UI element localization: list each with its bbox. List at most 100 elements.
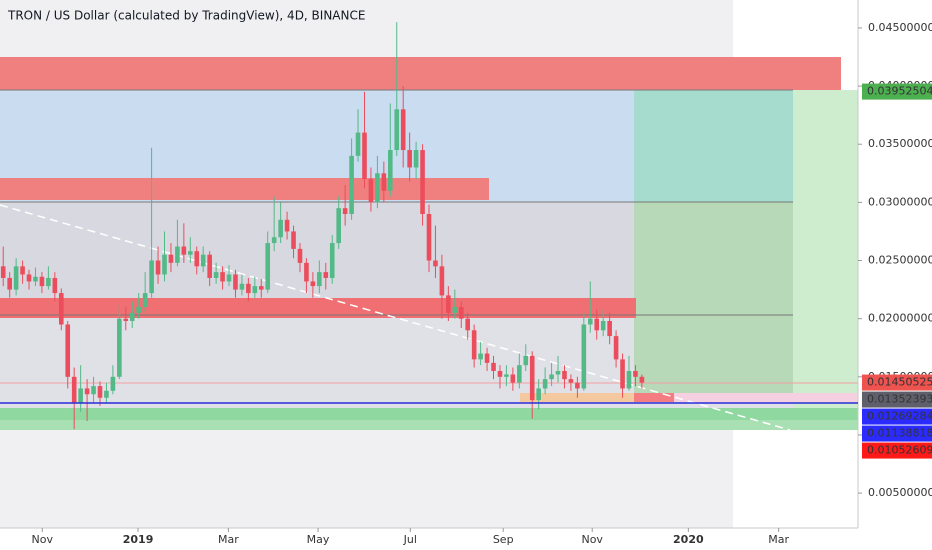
candle-body	[58, 293, 64, 325]
candle-body	[433, 260, 438, 267]
x-tick-label: Sep	[493, 533, 514, 546]
candle-body	[26, 274, 32, 282]
candle-body	[355, 132, 361, 156]
candle-body	[91, 386, 96, 395]
candle-body	[162, 254, 167, 275]
price-label: 0.03952504	[867, 85, 932, 98]
candle-body	[149, 260, 154, 294]
candle-body	[497, 370, 503, 377]
candle-body	[207, 254, 212, 278]
candle-body	[504, 374, 509, 377]
price-label: 0.01352393	[867, 393, 932, 406]
x-tick-label: 2019	[123, 533, 154, 546]
candle-body	[284, 219, 290, 232]
x-tick-label: 2020	[673, 533, 704, 546]
candle-body	[271, 237, 277, 244]
candle-body	[336, 208, 341, 244]
candle-body	[142, 293, 148, 308]
candle-body	[639, 376, 645, 383]
candle-body	[420, 150, 425, 214]
candle-body	[310, 281, 316, 287]
price-label: 0.01450525	[867, 376, 932, 389]
candle-body	[620, 359, 625, 389]
candle-body	[362, 132, 367, 180]
resistance-band	[0, 178, 489, 200]
candle-body	[168, 254, 174, 263]
candle-body	[188, 251, 193, 255]
candle-body	[258, 286, 264, 290]
candle-body	[213, 272, 219, 278]
candle-body	[65, 324, 71, 377]
candle-body	[555, 370, 561, 375]
price-label: 0.01269284	[867, 410, 932, 423]
candle-body	[471, 330, 477, 360]
candle-body	[568, 379, 574, 383]
candle-body	[342, 208, 348, 214]
price-label: 0.01138818	[867, 427, 932, 440]
candle-body	[368, 179, 374, 203]
candle-body	[562, 370, 567, 380]
price-label-box	[862, 425, 932, 442]
candle-body	[394, 109, 400, 151]
y-tick-label: 0.02000000	[868, 312, 932, 325]
candle-body	[413, 150, 419, 168]
candle-body	[155, 260, 161, 275]
candle-body	[239, 283, 245, 290]
candle-body	[33, 276, 38, 282]
candle-body	[387, 150, 393, 191]
profit-zone	[793, 90, 858, 410]
candle-body	[104, 390, 109, 398]
x-tick-label: Nov	[32, 533, 54, 546]
support-band	[0, 420, 858, 430]
candle-body	[607, 320, 612, 337]
candle-body	[110, 376, 116, 391]
candle-body	[97, 386, 103, 398]
candle-body	[478, 353, 483, 360]
candle-body	[594, 318, 600, 331]
price-label-box	[862, 442, 932, 459]
profit-zone	[634, 90, 793, 202]
candle-body	[117, 318, 122, 377]
candle-body	[446, 295, 451, 313]
x-tick-label: Jul	[403, 533, 417, 546]
price-label-box	[862, 374, 932, 391]
candle-body	[600, 320, 606, 331]
candle-body	[491, 362, 496, 371]
candle-body	[581, 324, 587, 389]
x-tick-label: May	[307, 533, 330, 546]
candle-body	[129, 312, 135, 321]
candle-body	[39, 276, 45, 287]
y-tick-label: 0.03000000	[868, 195, 932, 208]
candle-body	[20, 266, 25, 275]
candles	[0, 22, 645, 430]
candle-body	[220, 272, 225, 282]
resistance-band	[0, 57, 841, 90]
candle-body	[510, 374, 516, 383]
y-tick-label: 0.02500000	[868, 254, 932, 267]
y-tick-label: 0.00500000	[868, 486, 932, 499]
profit-zone	[634, 202, 793, 402]
candle-body	[317, 272, 322, 287]
y-tick-label: 0.04500000	[868, 21, 932, 34]
candle-body	[536, 388, 541, 401]
candle-body	[523, 355, 529, 366]
candle-body	[426, 213, 432, 261]
candle-body	[465, 318, 471, 331]
candle-body	[633, 370, 638, 377]
candle-body	[0, 266, 6, 278]
x-tick-label: Mar	[768, 533, 789, 546]
candle-body	[265, 243, 271, 290]
candle-body	[549, 374, 554, 380]
candle-body	[278, 219, 283, 238]
candle-body	[484, 353, 490, 363]
candle-body	[13, 266, 19, 290]
candle-body	[458, 307, 464, 319]
candle-body	[136, 307, 141, 313]
candle-body	[7, 277, 12, 290]
candle-body	[381, 173, 387, 191]
candle-body	[226, 274, 232, 282]
chart-title: TRON / US Dollar (calculated by TradingV…	[7, 9, 365, 23]
candle-body	[194, 251, 200, 267]
stop-band	[674, 393, 858, 402]
candle-body	[542, 379, 548, 389]
